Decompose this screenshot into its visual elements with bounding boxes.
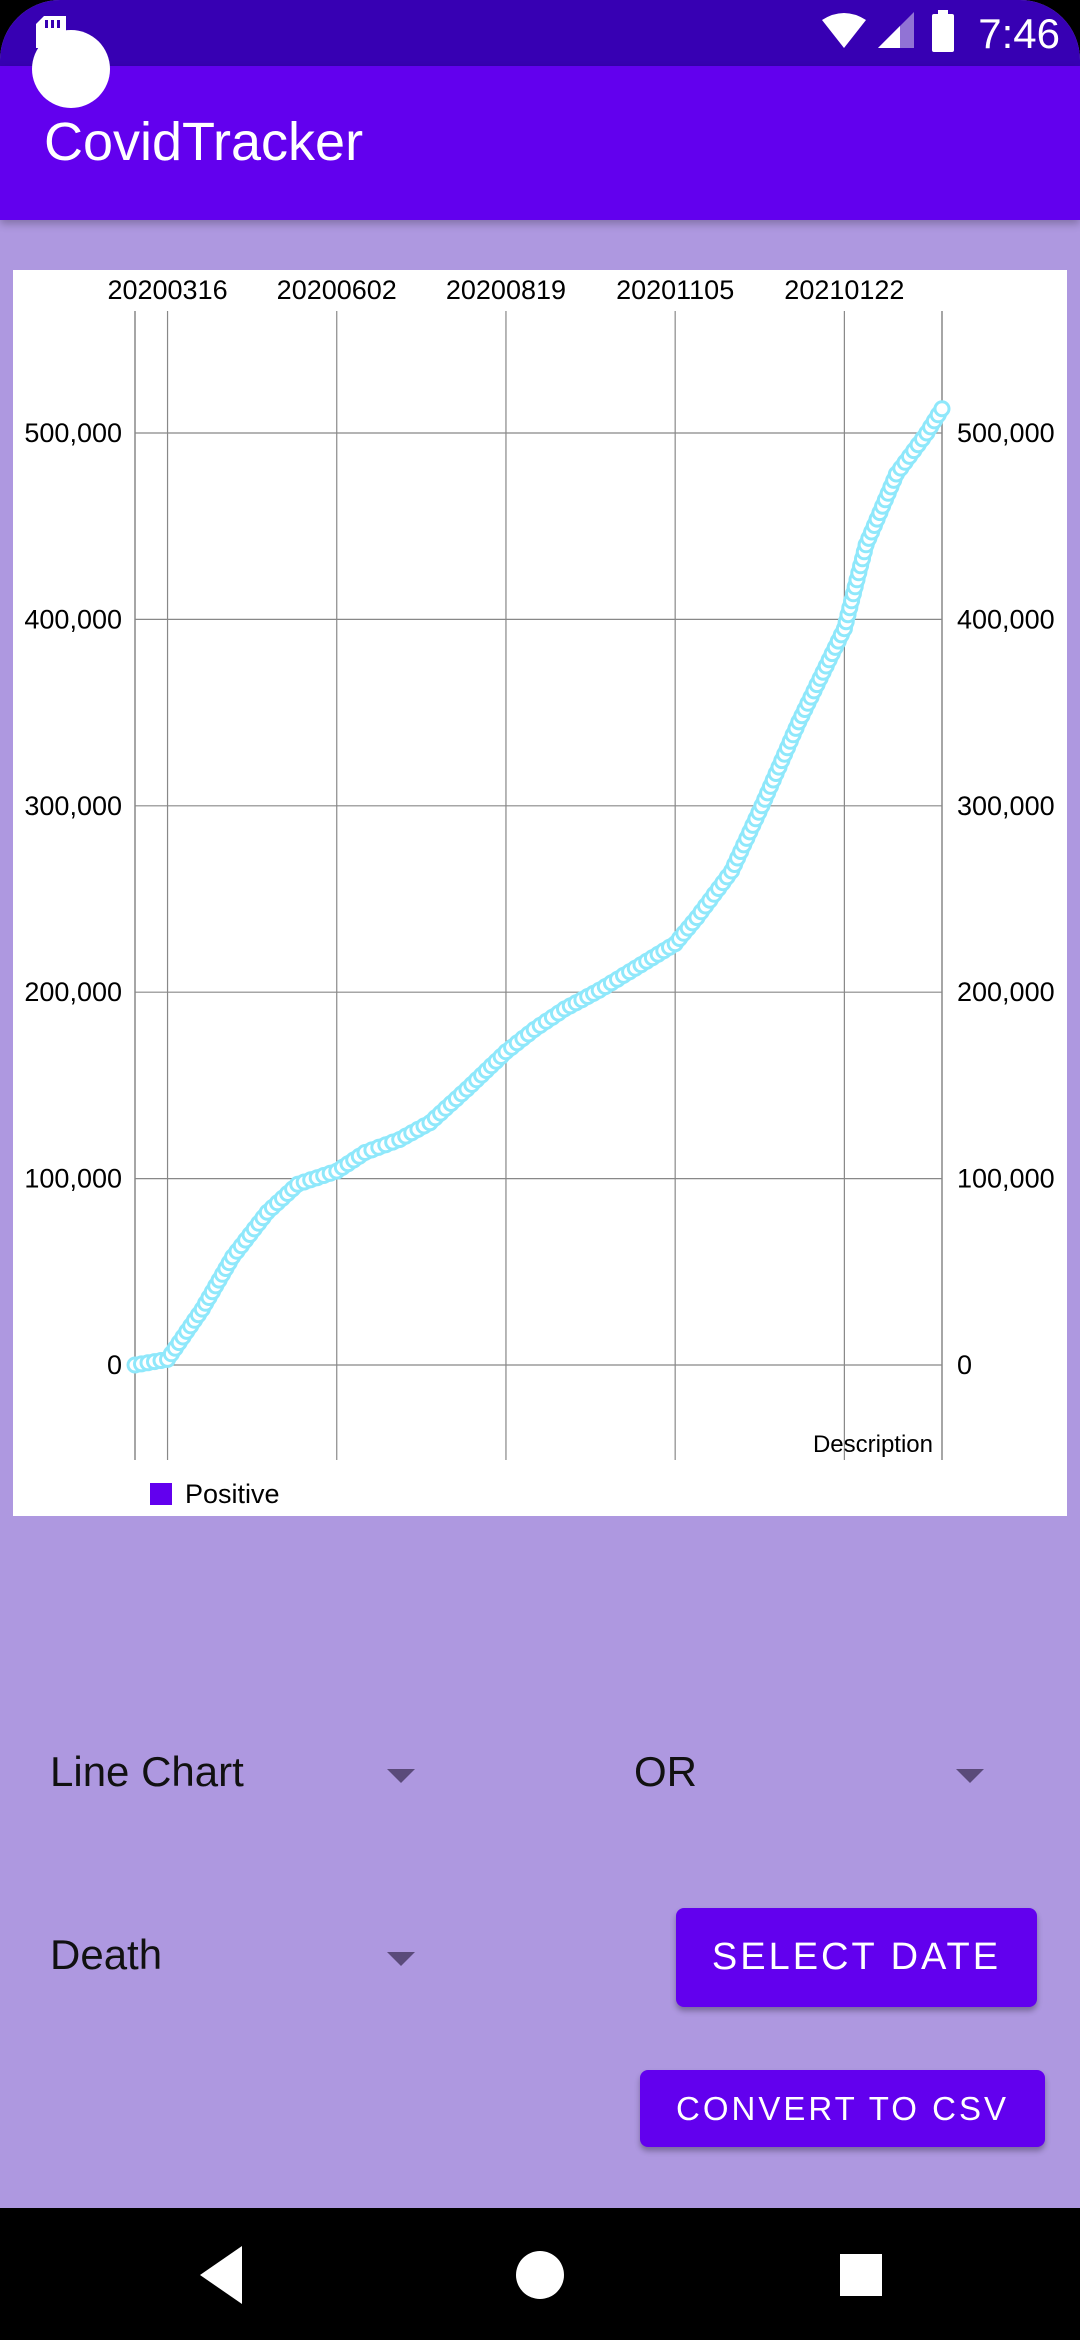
x-tick-label: 20210122 (784, 275, 904, 305)
app-window: 7:46 CovidTracker 20200316 20200602 202008… (0, 0, 1080, 2208)
status-time: 7:46 (978, 10, 1060, 57)
x-tick-label: 20200316 (107, 275, 227, 305)
y-tick-label-left: 400,000 (24, 604, 122, 634)
y-tick-label-right: 100,000 (957, 1164, 1055, 1194)
chart-type-spinner[interactable]: Line Chart (50, 1730, 420, 1820)
x-tick-label: 20200602 (277, 275, 397, 305)
y-tick-label-right: 300,000 (957, 791, 1055, 821)
select-date-button[interactable]: SELECT DATE (676, 1908, 1037, 2007)
chart-card[interactable]: 20200316 20200602 20200819 20201105 20210122… (13, 270, 1067, 1516)
y-tick-label-left: 300,000 (24, 791, 122, 821)
convert-to-csv-button[interactable]: CONVERT TO CSV (640, 2070, 1045, 2147)
y-tick-label-left: 100,000 (24, 1164, 122, 1194)
metric-spinner[interactable]: Death (50, 1913, 420, 2003)
metric-value: Death (50, 1931, 163, 1978)
y-tick-label-right: 500,000 (957, 418, 1055, 448)
data-point (933, 400, 951, 418)
status-icons (822, 10, 954, 52)
y-axis-ticks: 0 0 100,000 100,000 200,000 200,000 300,000 300… (24, 418, 1054, 1380)
legend-swatch (150, 1483, 172, 1505)
chevron-down-icon (387, 1952, 415, 1966)
legend-label-positive: Positive (185, 1479, 280, 1509)
app-title: CovidTracker (44, 112, 364, 172)
camera-cutout (32, 30, 110, 108)
navigation-bar (0, 2208, 1080, 2340)
y-tick-label-right: 0 (957, 1350, 972, 1380)
chevron-down-icon (387, 1769, 415, 1783)
y-tick-label-right: 200,000 (957, 977, 1055, 1007)
y-tick-label-right: 400,000 (957, 604, 1055, 634)
y-tick-label-left: 200,000 (24, 977, 122, 1007)
home-icon[interactable] (480, 2208, 600, 2340)
wifi-icon (822, 13, 866, 48)
state-spinner[interactable]: OR (634, 1730, 1004, 1820)
battery-icon (932, 10, 954, 52)
x-tick-label: 20201105 (616, 275, 734, 305)
recents-icon[interactable] (800, 2208, 920, 2340)
status-bar: 7:46 (0, 0, 1080, 66)
state-value: OR (634, 1748, 697, 1795)
chevron-down-icon (956, 1769, 984, 1783)
y-tick-label-left: 500,000 (24, 418, 122, 448)
y-tick-label-left: 0 (107, 1350, 122, 1380)
chart-type-value: Line Chart (50, 1748, 244, 1795)
x-axis-ticks: 20200316 20200602 20200819 20201105 20210122 (107, 275, 904, 305)
chart-description: Description (813, 1431, 933, 1458)
back-icon[interactable] (160, 2208, 280, 2340)
chart-legend: Positive (150, 1479, 280, 1509)
signal-icon (878, 12, 914, 48)
app-bar: CovidTracker (0, 66, 1080, 220)
chart-grid (134, 311, 943, 1460)
series-positive (126, 400, 951, 1374)
x-tick-label: 20200819 (446, 275, 566, 305)
line-chart[interactable]: 20200316 20200602 20200819 20201105 20210122… (13, 270, 1067, 1516)
